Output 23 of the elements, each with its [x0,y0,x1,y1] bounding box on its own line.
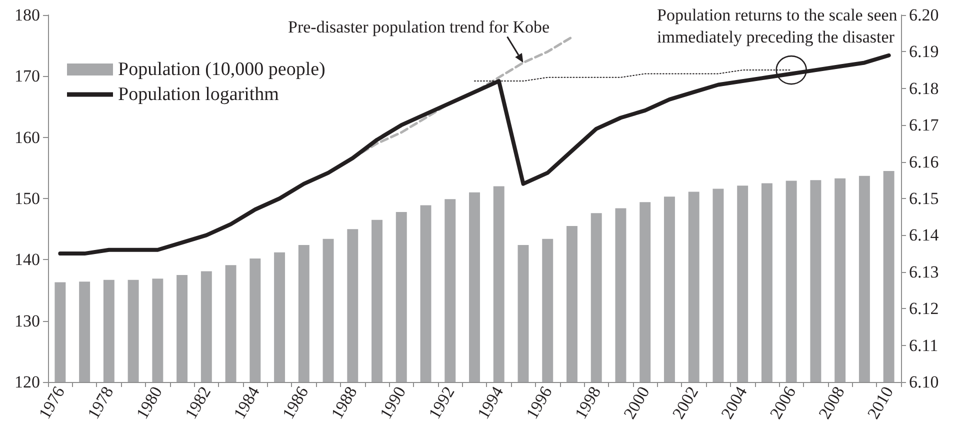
y2-tick-label: 6.18 [909,78,939,98]
y2-tick-label: 6.19 [909,42,939,62]
annotation: Population returns to the scale seen immediately preceding the disaster [657,6,902,46]
legend-label: Population (10,000 people) [118,59,326,80]
y-tick-label: 150 [14,189,40,208]
y-tick-label: 130 [14,311,40,330]
y2-tick-label: 6.12 [909,299,939,318]
y2-tick-label: 6.11 [909,336,938,355]
y2-tick-label: 6.13 [909,262,939,282]
y2-tick-label: 6.10 [909,372,939,392]
y-tick-label: 170 [14,66,40,86]
y-tick-label: 180 [14,6,40,24]
legend-label: Population logarithm [118,84,280,105]
y-tick-label: 120 [14,372,40,392]
annotation: Pre-disaster population trend for Kobe [288,18,550,36]
y2-tick-label: 6.14 [909,226,940,245]
y2-tick-label: 6.20 [909,6,939,24]
y2-tick-label: 6.16 [909,152,939,172]
y2-tick-label: 6.17 [909,116,940,135]
y-tick-label: 140 [14,250,40,270]
line-series [58,53,891,256]
y2-tick-label: 6.15 [909,189,939,208]
y-tick-label: 160 [14,128,40,147]
